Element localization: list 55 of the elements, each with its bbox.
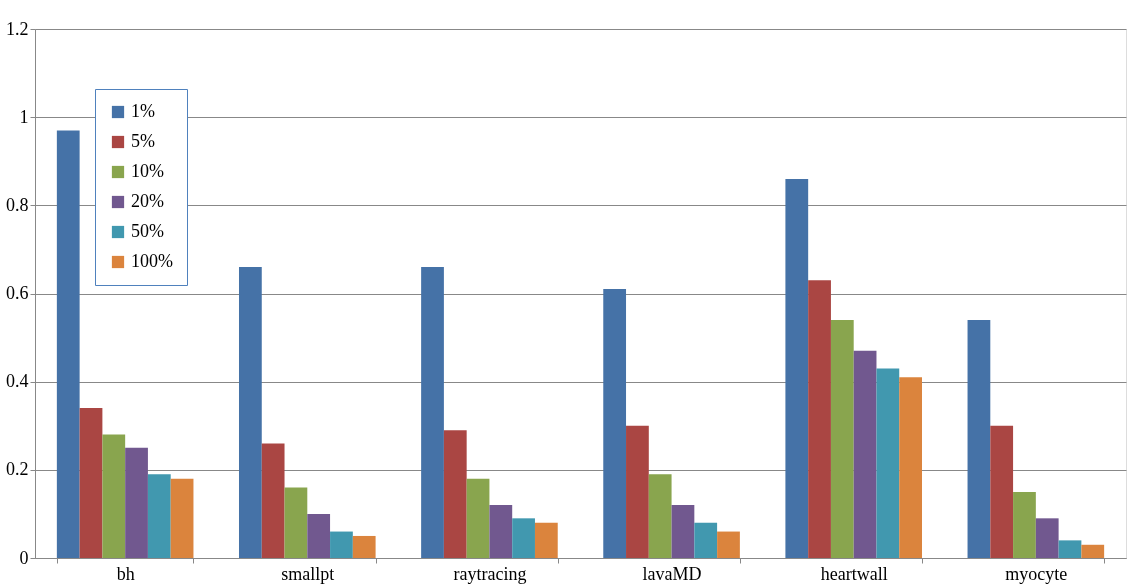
bar: [1035, 518, 1059, 558]
bar: [1081, 544, 1105, 558]
bar: [603, 289, 627, 558]
bar: [694, 522, 718, 558]
bar: [830, 319, 854, 558]
bar: [967, 319, 991, 558]
x-tick-label: heartwall: [820, 563, 888, 584]
bar: [56, 130, 80, 558]
bar: [1058, 540, 1082, 558]
x-tick-label: smallpt: [281, 563, 335, 584]
bar: [307, 513, 331, 558]
y-tick-label: 0.2: [6, 459, 29, 480]
legend-label: 20%: [131, 191, 164, 211]
y-tick-label: 1: [19, 106, 29, 127]
y-tick-label: 0.6: [6, 283, 29, 303]
bar: [512, 518, 535, 558]
bar: [330, 531, 353, 558]
bar: [79, 408, 103, 558]
legend-label: 10%: [131, 161, 164, 181]
y-tick-label: 0: [19, 547, 29, 568]
bar: [170, 478, 194, 558]
bar: [102, 434, 126, 558]
bar: [534, 522, 558, 558]
bar: [238, 267, 262, 558]
bar: [421, 267, 444, 558]
x-tick-label: myocyte: [1005, 563, 1068, 584]
bar: [853, 350, 877, 558]
bar: [489, 505, 513, 558]
bar: [125, 447, 148, 558]
bar: [352, 535, 376, 558]
bar: [899, 377, 923, 558]
bar: [1013, 491, 1036, 558]
legend-label: 100%: [131, 251, 173, 271]
bar: [785, 178, 809, 558]
y-tick-label: 0.8: [6, 194, 29, 215]
x-tick-label: bh: [116, 563, 135, 584]
bar: [671, 505, 695, 558]
y-tick-label: 1.2: [6, 18, 29, 39]
bar: [284, 487, 308, 558]
legend-label: 50%: [131, 221, 164, 241]
bar: [990, 425, 1014, 558]
x-tick-label: lavaMD: [642, 563, 702, 584]
legend-label: 1%: [131, 101, 155, 121]
bar: [648, 474, 672, 558]
bar: [626, 425, 649, 558]
bar: [876, 368, 900, 558]
bar: [717, 531, 740, 558]
x-tick-label: raytracing: [453, 563, 527, 584]
bar: [443, 430, 467, 558]
bar: [147, 474, 171, 558]
legend-label: 5%: [131, 131, 155, 151]
y-tick-label: 0.4: [6, 371, 29, 392]
bar: [466, 478, 490, 558]
bar: [261, 443, 285, 558]
bar: [808, 280, 831, 558]
